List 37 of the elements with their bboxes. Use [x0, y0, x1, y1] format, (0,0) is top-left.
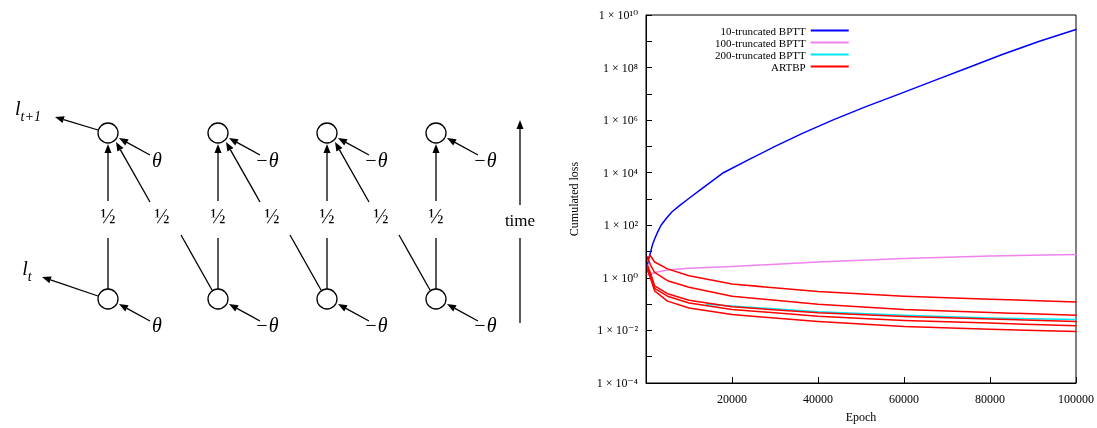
text: l$_{t+1}$ — [15, 96, 41, 124]
text: ½ — [428, 204, 444, 227]
legend-label: 100-truncated BPTT — [714, 36, 806, 49]
text: time — [504, 210, 536, 230]
legend-label: 10-truncated BPTT — [720, 24, 806, 37]
x-tick-label: 60000 — [889, 392, 919, 406]
legend-label: 200-truncated BPTT — [714, 48, 806, 61]
y-tick-label: 1 × 10⁶ — [603, 113, 638, 128]
x-tick-label: 100000 — [1058, 392, 1094, 406]
text: −θ — [473, 313, 497, 336]
legend-label: ARTBP — [770, 60, 806, 73]
text: ½ — [210, 204, 226, 227]
y-axis-title: Cumulated loss — [567, 161, 581, 237]
text: −θ — [255, 148, 279, 171]
y-tick-label: 1 × 10⁻² — [597, 323, 639, 338]
x-tick-label: 20000 — [717, 392, 747, 406]
text: l$_{t}$ — [22, 256, 33, 284]
x-axis-title: Epoch — [845, 410, 877, 424]
text: ½ — [154, 204, 170, 227]
x-tick-label: 80000 — [975, 392, 1005, 406]
text: −θ — [364, 148, 388, 171]
text: ½ — [100, 204, 116, 227]
text: ½ — [264, 204, 280, 227]
text: −θ — [473, 148, 497, 171]
text: ½ — [319, 204, 335, 227]
y-tick-label: 1 × 10⁸ — [603, 60, 638, 75]
text: −θ — [364, 313, 388, 336]
y-tick-label: 1 × 10⁰ — [602, 270, 639, 285]
y-tick-label: 1 × 10⁻⁴ — [596, 376, 638, 390]
text: θ — [152, 313, 163, 336]
text: −θ — [255, 313, 279, 336]
text: ½ — [373, 204, 389, 227]
x-tick-label: 40000 — [803, 392, 833, 406]
y-tick-label: 1 × 10¹⁰ — [598, 8, 639, 22]
text: θ — [152, 148, 163, 171]
y-tick-label: 1 × 10⁴ — [603, 165, 638, 180]
y-tick-label: 1 × 10² — [603, 218, 639, 233]
